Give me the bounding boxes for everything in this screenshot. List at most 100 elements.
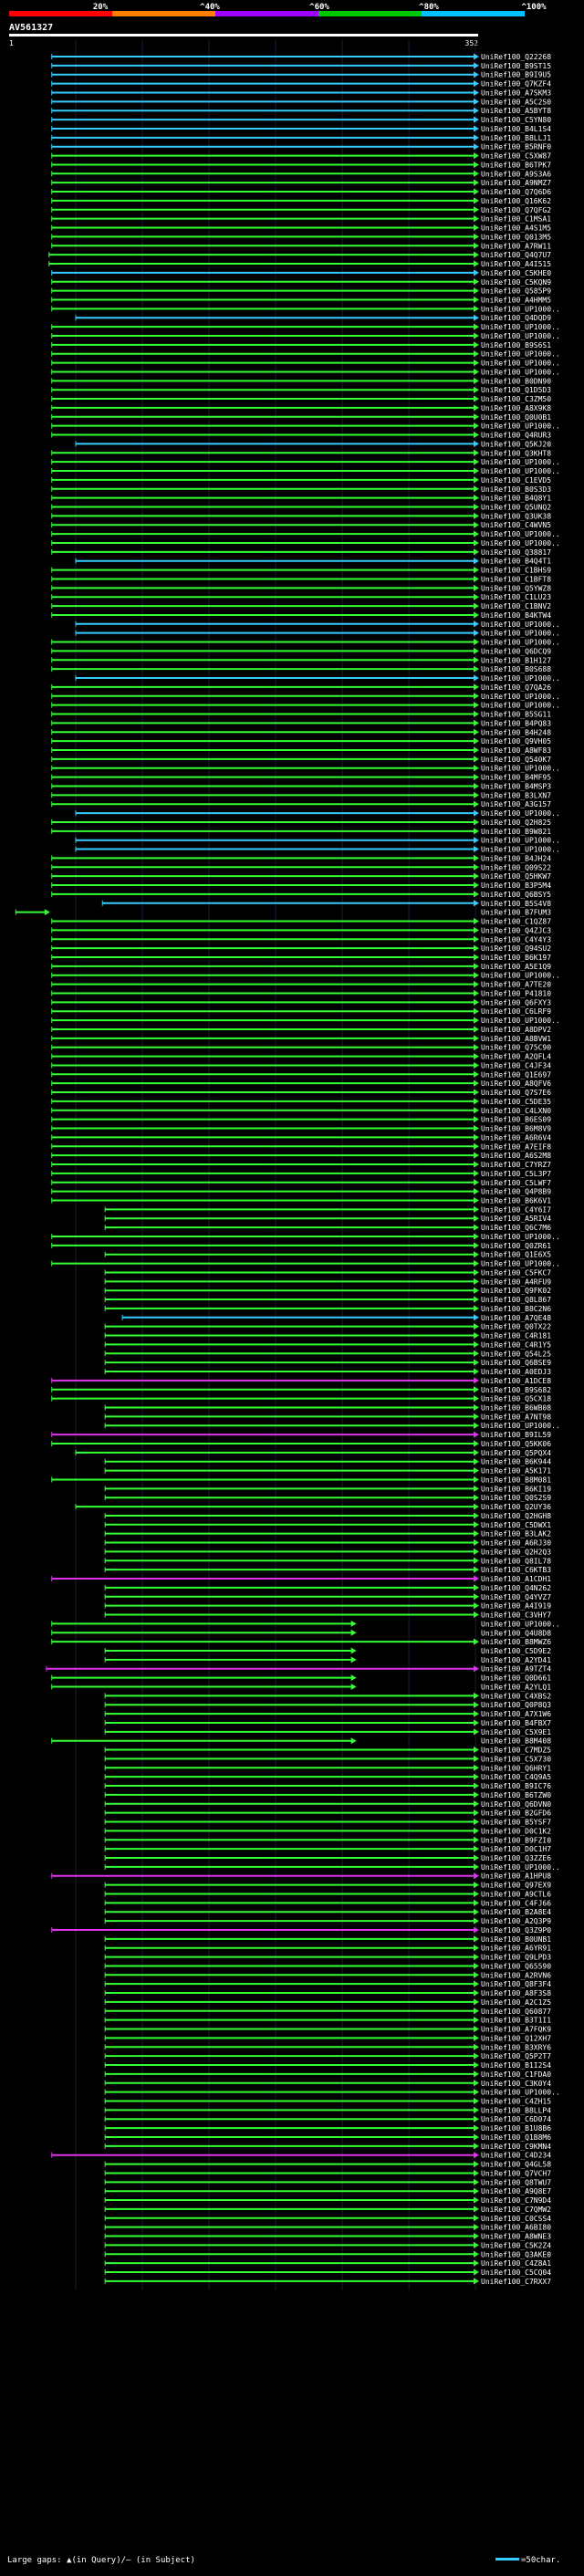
hit-label[interactable]: UniRef100_UP1000.. [481,702,560,710]
hit-label[interactable]: UniRef100_Q0U0B1 [481,413,551,422]
hit-label[interactable]: UniRef100_Q013M5 [481,233,551,241]
hit-label[interactable]: UniRef100_Q7VCH7 [481,2169,551,2177]
hit-label[interactable]: UniRef100_A9TZT4 [481,1665,551,1674]
hit-label[interactable]: UniRef100_B6K6V1 [481,1196,551,1205]
hit-label[interactable]: UniRef100_C1MSA1 [481,215,551,224]
hit-label[interactable]: UniRef100_C4Q9A5 [481,1773,551,1781]
hit-label[interactable]: UniRef100_B0DN90 [481,377,551,385]
hit-label[interactable]: UniRef100_A2Q3P9 [481,1917,551,1925]
hit-label[interactable]: UniRef100_Q5KJ20 [481,440,551,448]
hit-label[interactable]: UniRef100_B4KTW4 [481,611,551,620]
hit-label[interactable]: UniRef100_Q4U8D8 [481,1629,551,1637]
hit-label[interactable]: UniRef100_UP1000.. [481,765,560,773]
hit-label[interactable]: UniRef100_UP1000.. [481,1422,560,1430]
hit-label[interactable]: UniRef100_UP1000.. [481,693,560,701]
hit-label[interactable]: UniRef100_Q5UNQ2 [481,504,551,512]
hit-label[interactable]: UniRef100_Q8IL78 [481,1557,551,1565]
hit-label[interactable]: UniRef100_UP1000.. [481,972,560,980]
hit-label[interactable]: UniRef100_C4WVN5 [481,521,551,529]
hit-label[interactable]: UniRef100_A7QE48 [481,1314,551,1322]
hit-label[interactable]: UniRef100_A5E1Q9 [481,963,551,971]
hit-label[interactable]: UniRef100_Q4P8B9 [481,1188,551,1196]
hit-label[interactable]: UniRef100_C4XBS2 [481,1692,551,1700]
hit-label[interactable]: UniRef100_C5X9E1 [481,1728,551,1736]
hit-label[interactable]: UniRef100_C6KTB3 [481,1566,551,1574]
hit-label[interactable]: UniRef100_A7NT98 [481,1413,551,1421]
hit-label[interactable]: UniRef100_B1H127 [481,656,551,664]
hit-label[interactable]: UniRef100_A4HMM5 [481,296,551,304]
hit-label[interactable]: UniRef100_A2QFL4 [481,1053,551,1061]
hit-label[interactable]: UniRef100_UP1000.. [481,332,560,340]
hit-label[interactable]: UniRef100_Q3ZZE6 [481,1854,551,1862]
hit-label[interactable]: UniRef100_C7QMW2 [481,2206,551,2214]
hit-label[interactable]: UniRef100_A9S3A6 [481,170,551,178]
hit-label[interactable]: UniRef100_C5K2Z4 [481,2241,551,2249]
hit-label[interactable]: UniRef100_A4I515 [481,260,551,268]
hit-label[interactable]: UniRef100_Q75C90 [481,1044,551,1052]
hit-label[interactable]: UniRef100_C4R1Y5 [481,1340,551,1349]
hit-label[interactable]: UniRef100_Q9LPD3 [481,1954,551,1962]
hit-label[interactable]: UniRef100_B0S3D3 [481,485,551,494]
hit-label[interactable]: UniRef100_A6R6V4 [481,1133,551,1142]
hit-label[interactable]: UniRef100_C5L3P7 [481,1170,551,1178]
hit-label[interactable]: UniRef100_UP1000.. [481,1233,560,1241]
hit-label[interactable]: UniRef100_A6S2M8 [481,1152,551,1160]
hit-label[interactable]: UniRef100_C5LWF7 [481,1179,551,1187]
hit-label[interactable]: UniRef100_C5YN80 [481,116,551,124]
hit-label[interactable]: UniRef100_B8C2N6 [481,1305,551,1313]
hit-label[interactable]: UniRef100_UP1000.. [481,1620,560,1628]
hit-label[interactable]: UniRef100_B8M081 [481,1476,551,1484]
hit-label[interactable]: UniRef100_A4I919 [481,1602,551,1611]
hit-label[interactable]: UniRef100_Q8L867 [481,1296,551,1304]
hit-label[interactable]: UniRef100_A5C2S0 [481,98,551,106]
hit-label[interactable]: UniRef100_A9Q8E7 [481,2187,551,2195]
hit-label[interactable]: UniRef100_C5DE35 [481,1098,551,1106]
hit-label[interactable]: UniRef100_P41810 [481,989,551,997]
hit-label[interactable]: UniRef100_Q54L25 [481,1350,551,1358]
hit-label[interactable]: UniRef100_Q8TWU7 [481,2178,551,2186]
hit-label[interactable]: UniRef100_C4R181 [481,1332,551,1340]
hit-label[interactable]: UniRef100_Q1B8M6 [481,2133,551,2142]
hit-label[interactable]: UniRef100_B8LLP4 [481,2106,551,2114]
hit-label[interactable]: UniRef100_Q6FXY3 [481,998,551,1006]
hit-label[interactable]: UniRef100_Q60877 [481,2008,551,2016]
hit-label[interactable]: UniRef100_UP1000.. [481,530,560,538]
hit-label[interactable]: UniRef100_C7RXX7 [481,2278,551,2286]
hit-label[interactable]: UniRef100_A5RIV4 [481,1215,551,1223]
hit-label[interactable]: UniRef100_B5SG11 [481,711,551,719]
hit-label[interactable]: UniRef100_Q3KHT8 [481,449,551,457]
hit-label[interactable]: UniRef100_C1LU23 [481,593,551,601]
hit-label[interactable]: UniRef100_B6TPK7 [481,161,551,169]
hit-label[interactable]: UniRef100_Q4RUR3 [481,432,551,440]
hit-label[interactable]: UniRef100_B4JH24 [481,854,551,862]
hit-label[interactable]: UniRef100_Q3AKE0 [481,2250,551,2258]
hit-label[interactable]: UniRef100_A8BVW1 [481,1035,551,1043]
hit-label[interactable]: UniRef100_A5BYT8 [481,107,551,115]
hit-label[interactable]: UniRef100_A6YR91 [481,1945,551,1953]
hit-label[interactable]: UniRef100_C6D074 [481,2115,551,2123]
hit-label[interactable]: UniRef100_A2YD41 [481,1656,551,1664]
hit-label[interactable]: UniRef100_B4H248 [481,728,551,736]
hit-label[interactable]: UniRef100_A8F3S8 [481,1989,551,1997]
hit-label[interactable]: UniRef100_UP1000.. [481,422,560,431]
hit-label[interactable]: UniRef100_C1FDA0 [481,2070,551,2079]
hit-label[interactable]: UniRef100_A7EIF8 [481,1142,551,1151]
hit-label[interactable]: UniRef100_A8WNE3 [481,2233,551,2241]
hit-label[interactable]: UniRef100_UP1000.. [481,1017,560,1025]
hit-label[interactable]: UniRef100_UP1000.. [481,630,560,638]
hit-label[interactable]: UniRef100_UP1000.. [481,360,560,368]
hit-label[interactable]: UniRef100_D0C1K2 [481,1827,551,1835]
hit-label[interactable]: UniRef100_C4Z8A1 [481,2259,551,2268]
hit-label[interactable]: UniRef100_B2GFD6 [481,1809,551,1818]
hit-label[interactable]: UniRef100_A2C1Z5 [481,1998,551,2007]
hit-label[interactable]: UniRef100_A2RVN6 [481,1971,551,1979]
hit-label[interactable]: UniRef100_Q2UY36 [481,1503,551,1511]
hit-label[interactable]: UniRef100_A7RW11 [481,242,551,250]
hit-label[interactable]: UniRef100_Q2H825 [481,819,551,827]
hit-label[interactable]: UniRef100_A7SKM3 [481,89,551,97]
hit-label[interactable]: UniRef100_D0C1H7 [481,1845,551,1853]
hit-label[interactable]: UniRef100_Q97EX9 [481,1882,551,1890]
hit-label[interactable]: UniRef100_Q6BSY5 [481,891,551,899]
hit-label[interactable]: UniRef100_Q1D5D3 [481,386,551,394]
hit-label[interactable]: UniRef100_Q65590 [481,1962,551,1970]
